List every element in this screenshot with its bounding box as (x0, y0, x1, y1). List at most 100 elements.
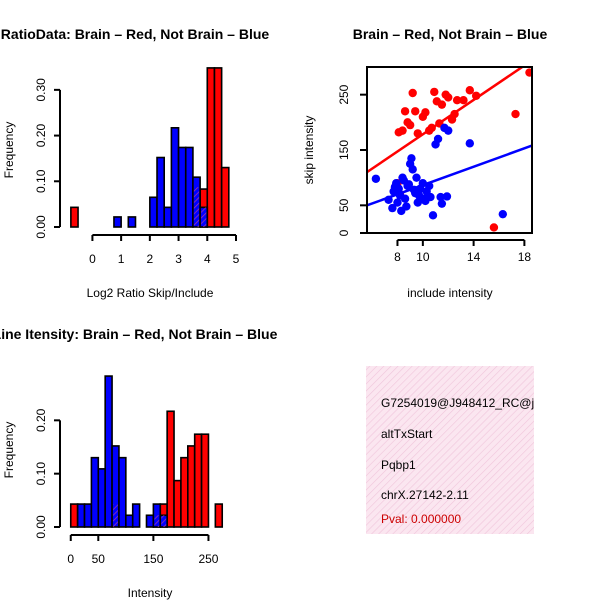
event-type: altTxStart (381, 427, 433, 441)
x-tick-label: 0 (89, 252, 96, 266)
bar-overlap (113, 504, 118, 527)
point-brain (444, 93, 453, 102)
x-tick-label: 0 (67, 552, 74, 566)
point-not-brain (413, 198, 422, 207)
y-tick-label: 0.20 (34, 124, 48, 148)
y-tick-label: 0.00 (34, 215, 48, 239)
bar-brain (206, 67, 216, 228)
point-brain (525, 68, 532, 77)
bar-brain (173, 479, 182, 528)
bar-not-brain (170, 127, 180, 228)
bar-brain (193, 433, 203, 528)
point-not-brain (371, 174, 381, 183)
point-not-brain (400, 194, 410, 203)
point-brain (400, 107, 410, 116)
point-not-brain (408, 165, 417, 174)
intensity-x-label: Intensity (128, 586, 173, 600)
y-tick-label: 0.20 (34, 408, 48, 432)
bar-brain (214, 503, 224, 528)
intensity-chart-title: Line Itensity: Brain – Red, Not Brain – … (0, 326, 278, 342)
bar-not-brain (97, 468, 106, 528)
bar-not-brain (127, 216, 137, 228)
y-tick-label: 0.10 (34, 169, 48, 193)
bar-brain (187, 445, 196, 528)
bar-not-brain (156, 156, 166, 228)
intensity-histogram: Line Itensity: Brain – Red, Not Brain – … (0, 326, 278, 600)
bar-brain (213, 67, 223, 228)
bar-overlap (201, 207, 207, 227)
y-tick-label: 0 (337, 229, 351, 236)
x-tick-label: 50 (92, 552, 106, 566)
bar-not-brain (145, 514, 155, 528)
x-tick-label: 10 (416, 250, 430, 264)
intensity-scatter: Brain – Red, Not Brain – Blue include in… (302, 26, 547, 300)
x-tick-label: 150 (143, 552, 163, 566)
point-brain (430, 87, 439, 97)
scatter-x-label: include intensity (407, 286, 492, 300)
intensity-y-label: Frequency (2, 422, 16, 479)
info-panel: G7254019@J948412_RC@j_at altTxStart Pqbp… (366, 366, 551, 534)
ratio-y-label: Frequency (2, 122, 16, 179)
bar-not-brain (163, 206, 173, 228)
point-brain (465, 86, 475, 95)
point-brain (398, 126, 407, 135)
y-tick-label: 150 (337, 140, 351, 160)
x-tick-label: 8 (394, 250, 401, 264)
bar-not-brain (149, 196, 158, 228)
probe-id: G7254019@J948412_RC@j_at (381, 396, 551, 410)
y-tick-label: 250 (337, 84, 351, 104)
point-brain (437, 100, 447, 109)
scatter-chart-title: Brain – Red, Not Brain – Blue (353, 26, 548, 42)
bar-brain (200, 433, 210, 528)
x-tick-label: 4 (204, 252, 211, 266)
point-brain (459, 96, 468, 105)
point-not-brain (465, 139, 475, 148)
point-brain (452, 96, 462, 105)
bar-not-brain (184, 146, 194, 228)
point-not-brain (426, 192, 435, 202)
bar-not-brain (131, 503, 141, 528)
bar-brain (180, 456, 189, 528)
x-tick-label: 250 (198, 552, 218, 566)
point-not-brain (394, 184, 403, 193)
bar-not-brain (76, 503, 86, 528)
bar-brain (166, 410, 175, 528)
point-not-brain (404, 180, 414, 189)
y-tick-label: 0.10 (34, 462, 48, 486)
point-not-brain (412, 173, 421, 182)
point-brain (489, 223, 499, 232)
bar-overlap (161, 515, 167, 527)
y-tick-label: 50 (337, 198, 351, 212)
point-brain (411, 107, 420, 116)
point-not-brain (402, 202, 411, 211)
bar-brain (220, 166, 230, 228)
bar-not-brain (90, 456, 100, 528)
point-brain (421, 108, 430, 117)
point-brain (408, 88, 417, 98)
ratio-histogram: RatioData: Brain – Red, Not Brain – Blue… (1, 26, 270, 300)
y-tick-label: 0.30 (34, 78, 48, 102)
point-not-brain (388, 203, 397, 213)
y-tick-label: 0.00 (34, 515, 48, 539)
bar-not-brain (83, 503, 93, 528)
gene-name: Pqbp1 (381, 458, 416, 472)
bar-not-brain (177, 146, 187, 228)
bar-overlap (193, 187, 200, 227)
x-tick-label: 2 (147, 252, 154, 266)
p-value: Pval: 0.000000 (381, 512, 461, 526)
bar-not-brain (118, 456, 127, 528)
x-tick-label: 5 (233, 252, 240, 266)
point-brain (405, 120, 415, 130)
scatter-y-label: skip intensity (302, 116, 316, 185)
point-not-brain (436, 192, 445, 202)
ratio-chart-title: RatioData: Brain – Red, Not Brain – Blue (1, 26, 270, 42)
point-brain (511, 109, 520, 119)
point-not-brain (433, 134, 443, 144)
point-not-brain (407, 154, 416, 163)
point-not-brain (393, 198, 402, 207)
point-not-brain (442, 192, 452, 201)
bar-brain (69, 503, 79, 528)
x-tick-label: 1 (118, 252, 125, 266)
x-tick-label: 18 (518, 250, 532, 264)
